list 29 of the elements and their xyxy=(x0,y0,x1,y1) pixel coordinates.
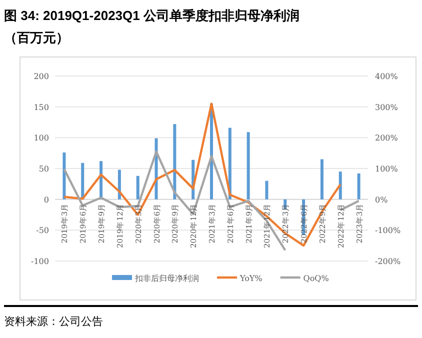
legend-label: YoY% xyxy=(239,274,263,283)
y2-tick-label: 400% xyxy=(375,72,398,81)
y-tick-label: 0 xyxy=(44,195,49,204)
y-tick-label: -100 xyxy=(31,257,49,266)
y2-tick-label: -200% xyxy=(375,257,401,266)
bar xyxy=(136,176,140,200)
y2-tick-label: 100% xyxy=(375,164,398,174)
bar xyxy=(173,124,176,200)
bar xyxy=(246,132,250,200)
bar xyxy=(338,172,342,200)
y-tick-label: 50 xyxy=(38,164,49,174)
bar xyxy=(320,159,324,200)
legend-label: QoQ% xyxy=(303,274,330,283)
chart-title: 图 34: 2019Q1-2023Q1 公司单季度扣非归母净利润（百万元） xyxy=(4,8,300,45)
bar xyxy=(265,180,268,200)
y2-tick-label: 300% xyxy=(375,102,398,112)
y2-tick-label: -100% xyxy=(375,226,401,236)
legend-label: 扣非后归母净利润 xyxy=(134,274,199,283)
bar xyxy=(81,162,84,200)
bar xyxy=(357,173,360,200)
text: 资料来源：公司公告 xyxy=(4,315,103,328)
y-tick-label: 150 xyxy=(34,102,49,112)
y-tick-label: -50 xyxy=(36,226,49,236)
y2-tick-label: 200% xyxy=(375,134,398,143)
y-tick-label: 100 xyxy=(34,134,49,143)
bar xyxy=(62,152,66,200)
y-tick-label: 200 xyxy=(34,72,49,81)
y2-tick-label: 0% xyxy=(375,195,388,204)
bar xyxy=(228,128,232,200)
